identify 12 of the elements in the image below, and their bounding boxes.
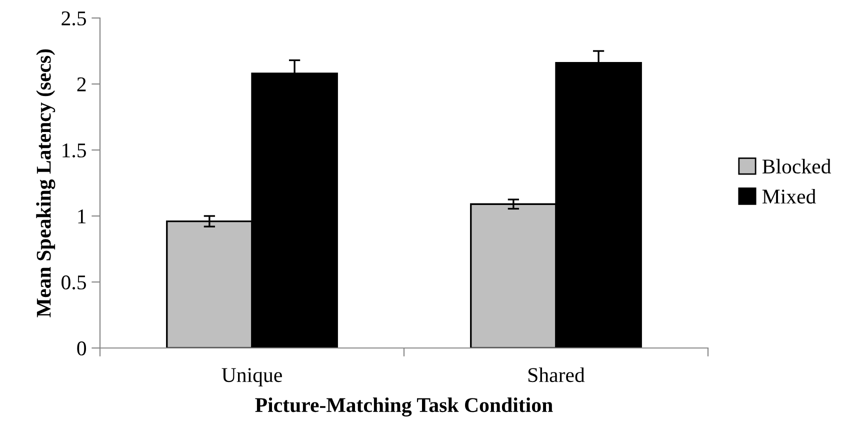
y-tick-label: 0.5: [62, 275, 86, 290]
y-tick-label: 1: [78, 209, 86, 224]
legend-label: Blocked: [762, 158, 831, 174]
y-tick-label: 2: [77, 77, 86, 92]
x-tick-label: Shared: [528, 367, 585, 382]
y-tick-label: 1.5: [62, 143, 86, 158]
x-axis-title: Picture-Matching Task Condition: [255, 397, 553, 417]
y-tick-label: 0: [77, 341, 86, 356]
x-tick-label: Unique: [222, 368, 282, 386]
y-axis-title: Mean Speaking Latency (secs): [36, 49, 56, 318]
y-tick-label: 2.5: [62, 11, 86, 26]
legend-label: Mixed: [762, 188, 816, 204]
